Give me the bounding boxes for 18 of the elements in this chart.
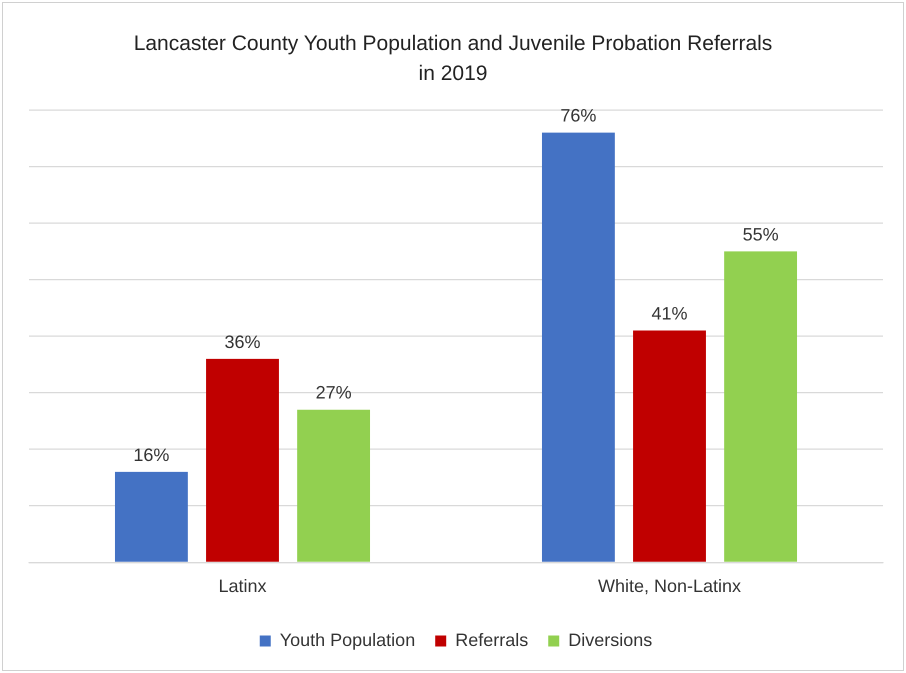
bar [114, 472, 188, 562]
bar [297, 410, 370, 562]
x-tick-label: Latinx [218, 576, 267, 596]
legend-label: Youth Population [280, 630, 416, 650]
data-label: 76% [560, 106, 596, 126]
legend-label: Referrals [455, 630, 528, 650]
data-label: 16% [133, 444, 170, 465]
data-label: 41% [651, 304, 688, 324]
data-label: 27% [316, 382, 352, 403]
bar [724, 251, 798, 562]
chart-title: Lancaster County Youth Population and Juvenile Probation Referrals in 2019 [132, 31, 774, 87]
bar [542, 132, 615, 562]
bar [633, 330, 706, 562]
data-label: 36% [224, 332, 261, 352]
x-tick-label: White, Non-Latinx [598, 576, 742, 596]
legend-label: Diversions [568, 630, 652, 650]
data-label: 55% [742, 224, 779, 244]
bar [206, 358, 279, 562]
